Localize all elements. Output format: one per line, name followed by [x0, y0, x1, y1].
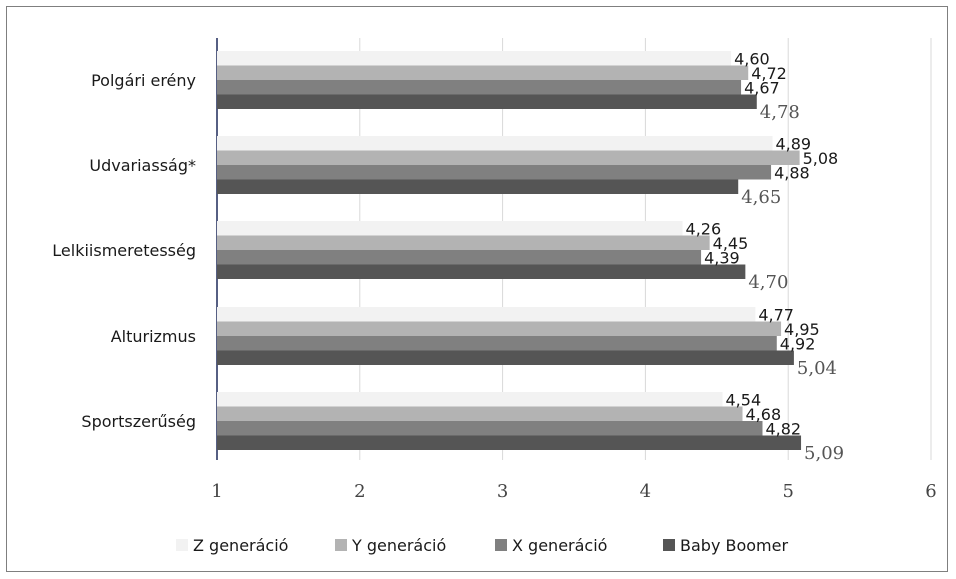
legend-label: Y generáció	[351, 536, 446, 555]
bar	[217, 250, 702, 265]
value-label: 5,04	[797, 358, 837, 379]
bar	[217, 51, 732, 66]
bar	[217, 421, 763, 436]
x-tick-label: 3	[497, 481, 508, 502]
value-label: 4,67	[744, 79, 780, 98]
legend-swatch	[495, 539, 507, 551]
value-label: 4,88	[774, 164, 810, 183]
value-label: 4,72	[751, 64, 787, 83]
bar	[217, 321, 782, 336]
bar	[217, 150, 800, 165]
value-label: 4,82	[765, 420, 801, 439]
value-label: 4,39	[704, 249, 740, 268]
legend-label: X generáció	[512, 536, 607, 555]
x-tick-label: 2	[354, 481, 365, 502]
bars-group	[217, 51, 802, 450]
bar	[217, 165, 772, 180]
value-label: 4,89	[775, 135, 811, 154]
value-label: 4,60	[734, 50, 770, 69]
value-label: 4,92	[780, 335, 816, 354]
category-label: Polgári erény	[91, 71, 196, 90]
bar	[217, 336, 777, 351]
bar	[217, 221, 683, 236]
bar	[217, 307, 756, 322]
bar	[217, 136, 773, 151]
value-label: 4,45	[713, 234, 749, 253]
legend-label: Baby Boomer	[680, 536, 788, 555]
value-label: 4,68	[746, 405, 782, 424]
legend-label: Z generáció	[193, 536, 288, 555]
category-label: Udvariasság*	[89, 156, 196, 175]
legend: Z generáció Y generáció X generáció Baby Bo…	[176, 536, 788, 555]
value-label: 4,65	[741, 187, 781, 208]
x-tick-label: 1	[211, 481, 222, 502]
value-label: 4,78	[760, 102, 800, 123]
bar	[217, 435, 802, 450]
value-label: 4,70	[748, 272, 788, 293]
value-label: 4,77	[758, 306, 794, 325]
bar	[217, 406, 743, 421]
value-label: 4,95	[784, 320, 820, 339]
x-tick-label: 5	[782, 481, 793, 502]
bar	[217, 235, 710, 250]
bar	[217, 264, 746, 279]
value-label: 4,54	[726, 391, 762, 410]
legend-swatch	[335, 539, 347, 551]
value-label: 4,26	[686, 220, 722, 239]
legend-swatch	[663, 539, 675, 551]
category-label: Sportszerűség	[81, 412, 196, 431]
x-tick-label: 4	[640, 481, 651, 502]
bar	[217, 65, 749, 80]
category-label: Alturizmus	[111, 327, 196, 346]
x-tick-labels-group: 1 2 3 4 5 6	[211, 481, 936, 502]
bar	[217, 94, 757, 109]
value-labels-group: 4,60 4,89 4,26 4,77 4,54 4,72 5,08 4,45 4,95 4,68…	[686, 50, 845, 465]
value-label: 5,09	[804, 443, 844, 464]
bar	[217, 80, 742, 95]
legend-swatch	[176, 539, 188, 551]
bar	[217, 392, 723, 407]
category-labels-group: Polgári erény Udvariasság* Lelkiismeretess…	[52, 71, 196, 431]
value-label: 5,08	[803, 149, 839, 168]
x-tick-label: 6	[925, 481, 936, 502]
category-label: Lelkiismeretesség	[52, 241, 196, 260]
bar	[217, 350, 794, 365]
bar	[217, 179, 739, 194]
